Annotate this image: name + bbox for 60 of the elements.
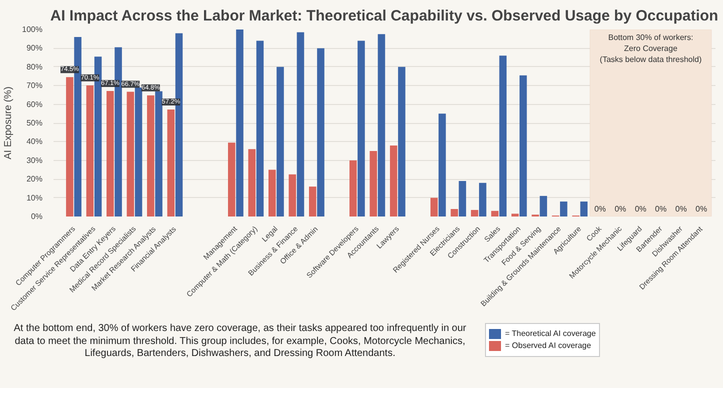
bar bbox=[155, 91, 162, 216]
data-label: 0% bbox=[634, 204, 646, 214]
bar bbox=[308, 186, 316, 216]
bar bbox=[106, 91, 114, 216]
chart-title: AI Impact Across the Labor Market: Theoretical Capability vs. Observed Usage by Occupation bbox=[50, 8, 718, 24]
y-tick-label: 100% bbox=[22, 25, 43, 34]
bar bbox=[398, 66, 406, 216]
bar bbox=[520, 75, 527, 216]
data-label: 0% bbox=[696, 204, 708, 214]
y-tick-label: 0% bbox=[30, 212, 42, 221]
bar bbox=[86, 85, 94, 216]
bar bbox=[470, 210, 478, 216]
y-tick-label: 20% bbox=[26, 174, 43, 184]
bar bbox=[276, 66, 284, 216]
y-tick-label: 90% bbox=[26, 44, 43, 53]
data-label: 0% bbox=[594, 204, 606, 214]
bar bbox=[268, 170, 276, 216]
y-tick-label: 70% bbox=[26, 81, 43, 90]
y-axis-title: AI Exposure (%) bbox=[3, 86, 14, 160]
bar bbox=[256, 40, 264, 216]
bar bbox=[126, 92, 134, 216]
y-tick-label: 50% bbox=[26, 118, 43, 128]
bar bbox=[147, 95, 154, 216]
bar bbox=[248, 149, 256, 216]
bar bbox=[499, 56, 507, 216]
y-tick-label: 80% bbox=[26, 62, 43, 72]
band-label: Bottom 30% of workers: Zero Coverage (Tasks below data threshold) bbox=[600, 33, 702, 64]
bar bbox=[370, 151, 378, 216]
bar bbox=[390, 145, 398, 216]
bar bbox=[560, 202, 568, 216]
data-label: 0% bbox=[675, 204, 687, 214]
bar bbox=[349, 160, 357, 216]
y-tick-label: 40% bbox=[26, 137, 43, 146]
legend-label: = Observed AI coverage bbox=[504, 340, 592, 352]
text: At the bottom end, 30% of workers have zero coverage, as their tasks appeared too infrequently in our data to meet the minimum threshold. This group includes, for example, Cooks, Motorcycle Mechanics, Lifeguards, Bartenders, Dishwashers, and Dressing Room Attendants. bbox=[12, 323, 468, 360]
bar bbox=[228, 142, 236, 216]
bar bbox=[288, 174, 296, 216]
bar bbox=[378, 34, 386, 216]
y-tick-label: 30% bbox=[26, 156, 43, 165]
bar bbox=[458, 180, 466, 216]
y-tick-label: 10% bbox=[26, 193, 43, 202]
bar bbox=[296, 32, 304, 216]
bar bbox=[511, 214, 519, 216]
bar bbox=[134, 87, 142, 216]
bar bbox=[358, 40, 365, 216]
bar bbox=[491, 210, 498, 216]
bar bbox=[479, 182, 486, 216]
bar bbox=[430, 198, 438, 216]
data-label: 0% bbox=[655, 204, 667, 214]
bar bbox=[438, 114, 446, 216]
bar bbox=[317, 48, 324, 216]
bar bbox=[167, 110, 175, 216]
data-label: 0% bbox=[614, 204, 626, 214]
bar bbox=[540, 196, 548, 216]
bar bbox=[66, 77, 74, 216]
bar bbox=[580, 202, 588, 216]
bar bbox=[450, 209, 458, 216]
legend-label: = Theoretical AI coverage bbox=[504, 328, 596, 340]
bar bbox=[236, 30, 244, 216]
y-tick-label: 60% bbox=[26, 100, 43, 109]
